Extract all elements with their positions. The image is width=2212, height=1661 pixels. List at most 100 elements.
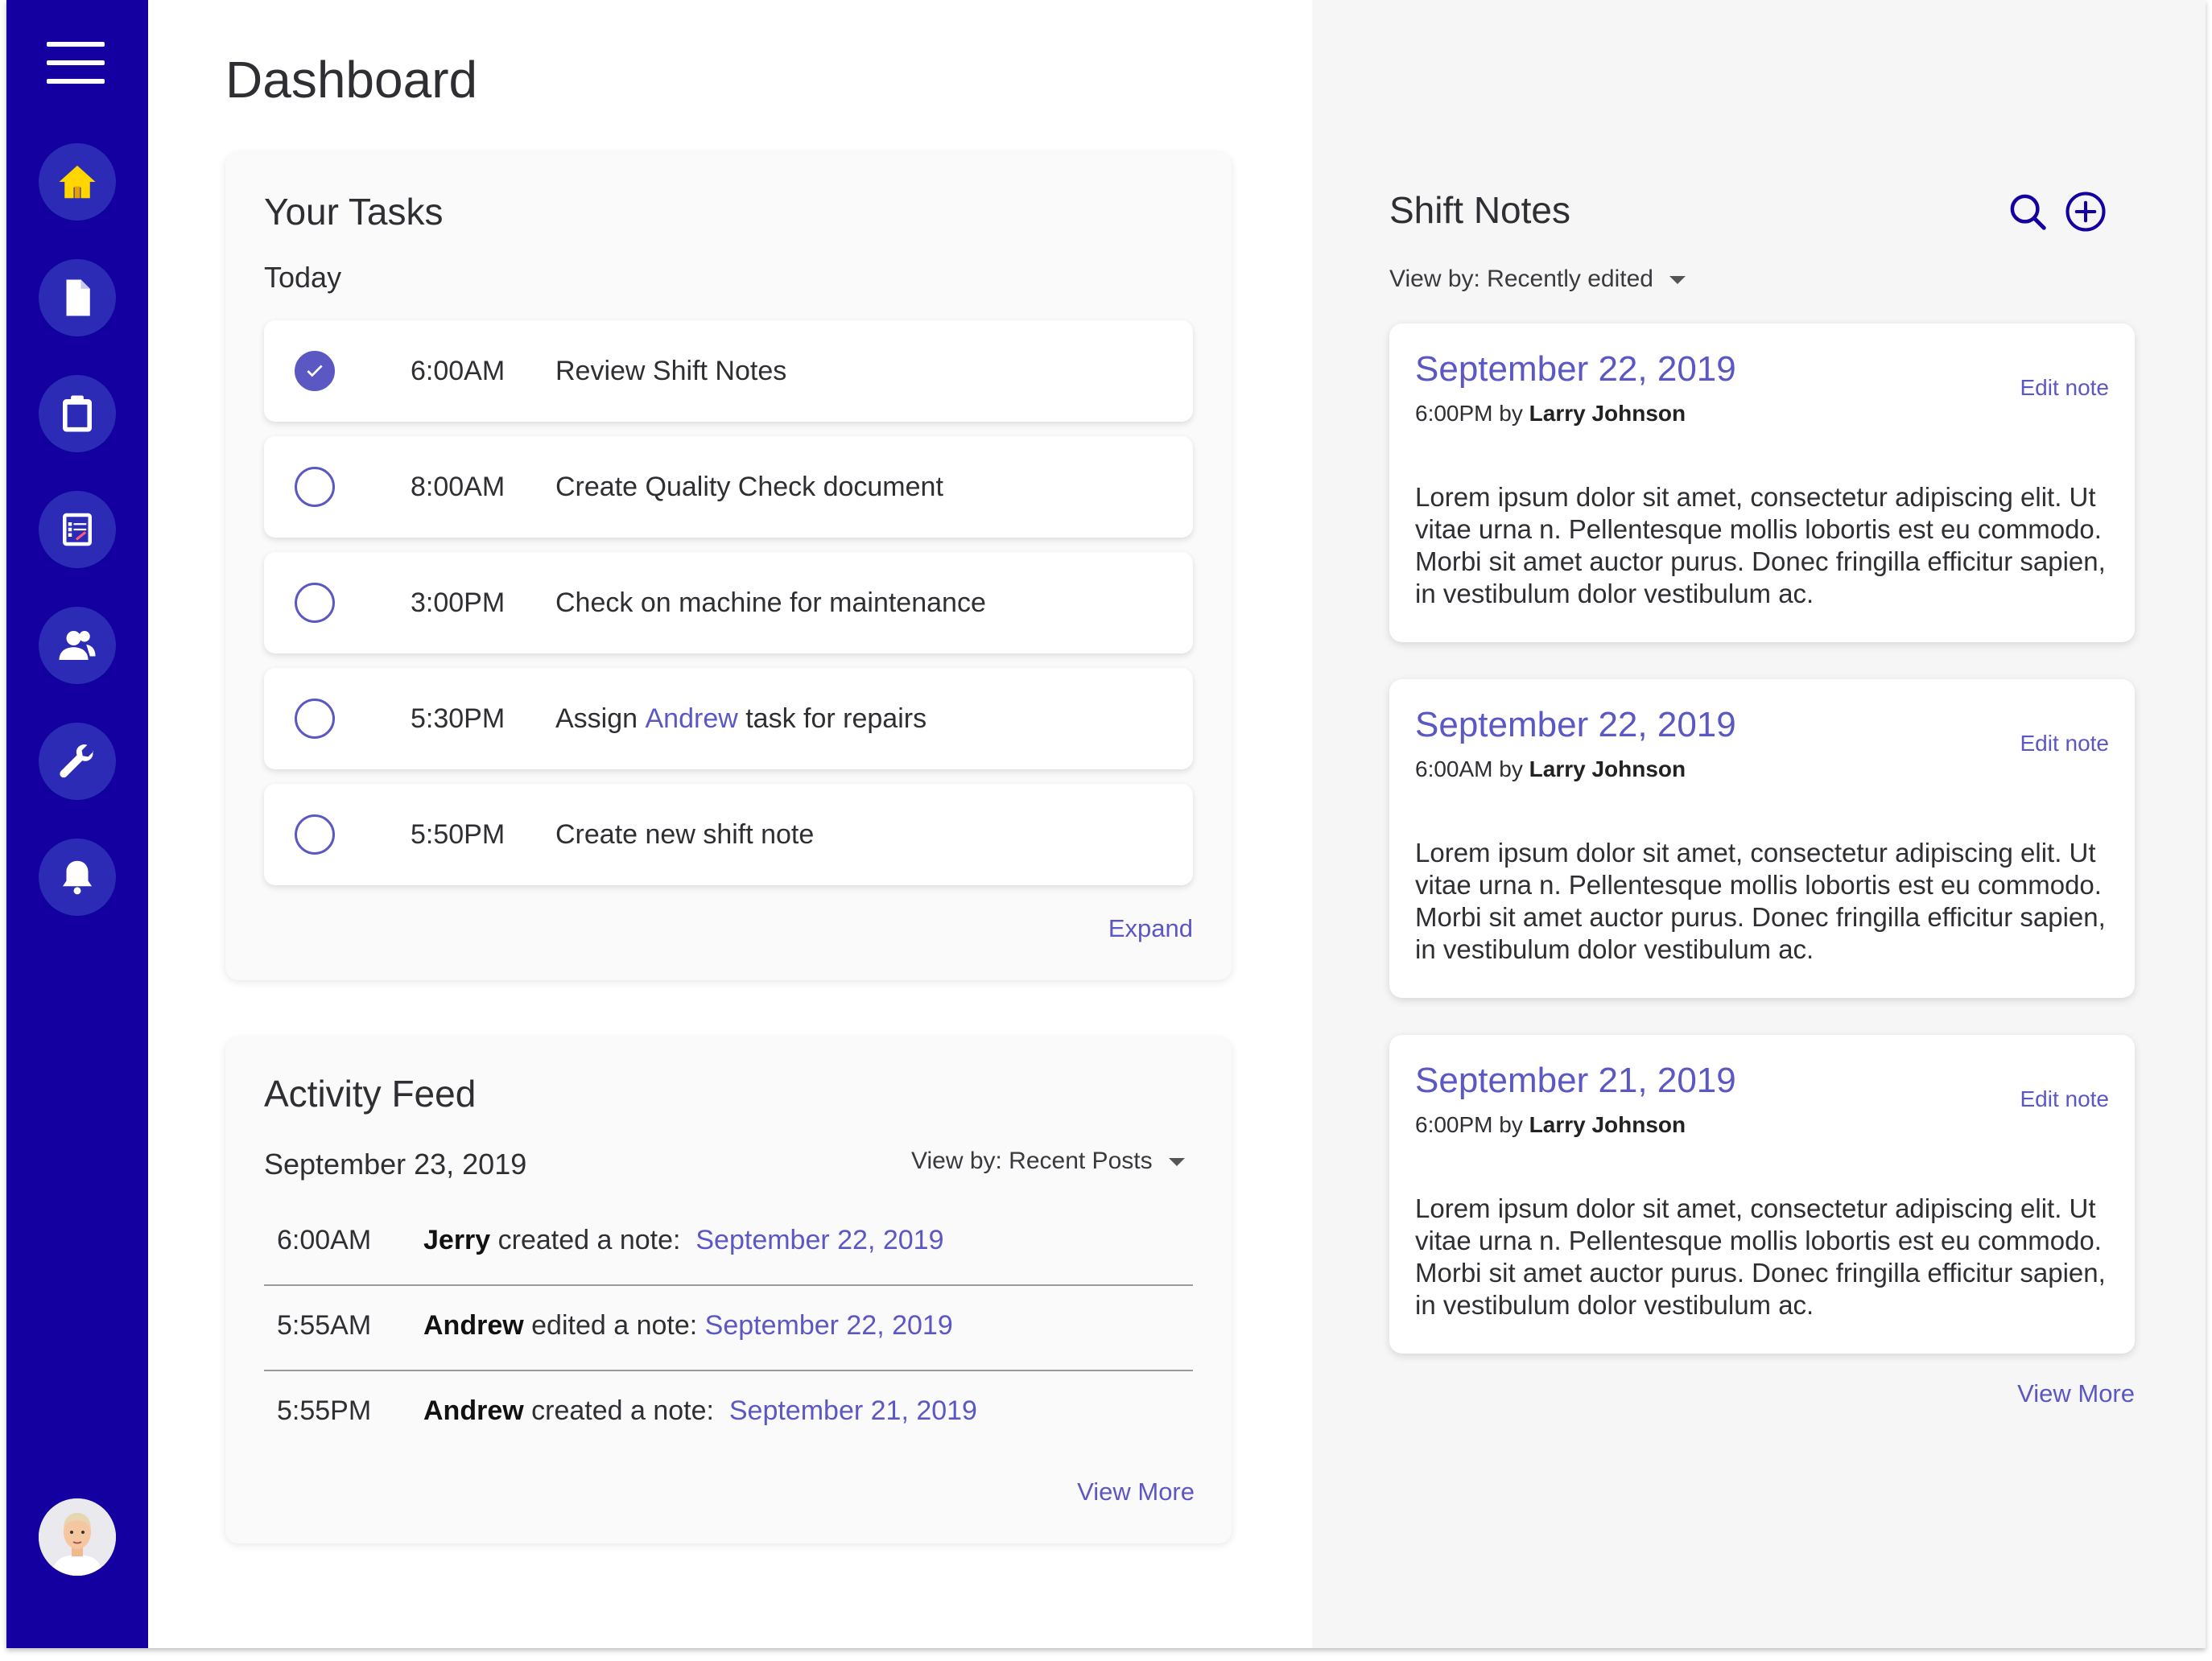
task-time: 3:00PM bbox=[411, 587, 506, 618]
note-body: Lorem ipsum dolor sit amet, consectetur … bbox=[1415, 482, 2106, 608]
edit-note-button[interactable]: Edit note bbox=[2020, 375, 2109, 400]
search-icon[interactable] bbox=[2006, 190, 2049, 233]
expand-tasks-button[interactable]: Expand bbox=[1108, 914, 1193, 942]
sidebar bbox=[6, 0, 148, 1648]
clipboard-icon bbox=[63, 395, 92, 432]
feed-actor[interactable]: Jerry bbox=[423, 1225, 491, 1255]
sidebar-item-clipboard[interactable] bbox=[39, 375, 116, 452]
note-by: by bbox=[1492, 1112, 1529, 1137]
task-label-pre: Assign bbox=[555, 703, 646, 734]
note-time: 6:00PM bbox=[1415, 401, 1493, 426]
task-time: 5:30PM bbox=[411, 703, 506, 734]
feed-note-link[interactable]: September 22, 2019 bbox=[704, 1310, 953, 1341]
task-checkbox[interactable] bbox=[295, 699, 335, 739]
shift-note-card[interactable]: September 22, 2019 Edit note 6:00AM by L… bbox=[1389, 679, 2135, 998]
feed-text: Andrew created a note: September 21, 201… bbox=[423, 1395, 977, 1427]
feed-action: edited a note: bbox=[523, 1310, 705, 1341]
task-time: 5:50PM bbox=[411, 819, 506, 850]
activity-view-by-dropdown[interactable]: View by: Recent Posts bbox=[911, 1148, 1185, 1175]
note-by: by bbox=[1492, 401, 1529, 426]
activity-title: Activity Feed bbox=[264, 1073, 477, 1115]
feed-time: 5:55AM bbox=[277, 1310, 372, 1341]
note-author: Larry Johnson bbox=[1529, 401, 1686, 426]
note-date[interactable]: September 22, 2019 bbox=[1415, 349, 1736, 389]
caret-down-icon bbox=[1669, 276, 1686, 285]
home-icon bbox=[59, 165, 96, 199]
note-time: 6:00PM bbox=[1415, 1112, 1493, 1137]
task-label: Create Quality Check document bbox=[555, 472, 943, 502]
wrench-icon bbox=[60, 744, 94, 778]
task-checkbox[interactable] bbox=[295, 467, 335, 507]
note-author: Larry Johnson bbox=[1529, 756, 1686, 781]
document-icon bbox=[66, 279, 90, 316]
task-checkbox[interactable] bbox=[295, 814, 335, 855]
feed-time: 5:55PM bbox=[277, 1395, 372, 1426]
feed-actor[interactable]: Andrew bbox=[423, 1395, 524, 1426]
feed-row: 5:55AM Andrew edited a note: September 2… bbox=[264, 1286, 1193, 1371]
avatar[interactable] bbox=[39, 1498, 116, 1576]
feed-row: 5:55PM Andrew created a note: September … bbox=[264, 1371, 1193, 1457]
avatar-portrait-icon bbox=[39, 1498, 116, 1576]
task-label: Check on machine for maintenance bbox=[555, 587, 986, 618]
view-by-label: View by: Recently edited bbox=[1389, 266, 1653, 292]
shift-note-card[interactable]: September 21, 2019 Edit note 6:00PM by L… bbox=[1389, 1035, 2135, 1354]
add-note-icon[interactable] bbox=[2064, 190, 2107, 233]
note-meta: 6:00PM by Larry Johnson bbox=[1415, 1112, 1686, 1138]
task-item[interactable]: 5:30PM Assign Andrew task for repairs bbox=[264, 668, 1193, 769]
sidebar-item-maintenance[interactable] bbox=[39, 723, 116, 800]
sidebar-item-documents[interactable] bbox=[39, 259, 116, 336]
shift-notes-title: Shift Notes bbox=[1389, 189, 1570, 231]
note-meta: 6:00AM by Larry Johnson bbox=[1415, 756, 1686, 782]
task-label-post: task for repairs bbox=[737, 703, 927, 734]
shift-note-card[interactable]: September 22, 2019 Edit note 6:00PM by L… bbox=[1389, 324, 2135, 642]
task-label: Review Shift Notes bbox=[555, 356, 787, 386]
sidebar-item-reports[interactable] bbox=[39, 491, 116, 568]
hamburger-menu-icon[interactable] bbox=[47, 42, 105, 87]
task-item[interactable]: 3:00PM Check on machine for maintenance bbox=[264, 552, 1193, 653]
task-label: Create new shift note bbox=[555, 819, 815, 850]
page-title: Dashboard bbox=[225, 51, 478, 109]
edit-note-button[interactable]: Edit note bbox=[2020, 731, 2109, 756]
note-date[interactable]: September 22, 2019 bbox=[1415, 705, 1736, 744]
main-content: Dashboard Your Tasks Today 6:00AM Review… bbox=[148, 0, 1312, 1648]
sidebar-item-notifications[interactable] bbox=[39, 839, 116, 916]
task-item[interactable]: 5:50PM Create new shift note bbox=[264, 784, 1193, 885]
task-item[interactable]: 6:00AM Review Shift Notes bbox=[264, 320, 1193, 422]
notes-view-by-dropdown[interactable]: View by: Recently edited bbox=[1389, 266, 1686, 293]
feed-row: 6:00AM Jerry created a note: September 2… bbox=[264, 1201, 1193, 1286]
feed-note-link[interactable]: September 22, 2019 bbox=[695, 1225, 944, 1255]
task-time: 8:00AM bbox=[411, 472, 506, 502]
edit-note-button[interactable]: Edit note bbox=[2020, 1086, 2109, 1111]
caret-down-icon bbox=[1168, 1158, 1185, 1167]
feed-action: created a note: bbox=[490, 1225, 696, 1255]
feed-text: Andrew edited a note: September 22, 2019 bbox=[423, 1310, 953, 1342]
task-checkbox[interactable] bbox=[295, 351, 335, 391]
feed-time: 6:00AM bbox=[277, 1225, 372, 1255]
feed-action: created a note: bbox=[523, 1395, 729, 1426]
tasks-day-label: Today bbox=[264, 261, 342, 294]
sidebar-item-home[interactable] bbox=[39, 143, 116, 221]
activity-date: September 23, 2019 bbox=[264, 1148, 527, 1181]
task-item[interactable]: 8:00AM Create Quality Check document bbox=[264, 436, 1193, 538]
app-window: Dashboard Your Tasks Today 6:00AM Review… bbox=[6, 0, 2206, 1648]
activity-feed-card: Activity Feed September 23, 2019 View by… bbox=[225, 1038, 1232, 1544]
users-icon bbox=[59, 631, 96, 660]
task-label: Assign Andrew task for repairs bbox=[555, 703, 926, 735]
tasks-title: Your Tasks bbox=[264, 191, 444, 233]
note-date[interactable]: September 21, 2019 bbox=[1415, 1061, 1736, 1100]
notes-view-more-button[interactable]: View More bbox=[2017, 1379, 2135, 1408]
view-by-label: View by: Recent Posts bbox=[911, 1148, 1153, 1174]
note-body: Lorem ipsum dolor sit amet, consectetur … bbox=[1415, 1193, 2106, 1320]
note-time: 6:00AM bbox=[1415, 756, 1493, 781]
tasks-card: Your Tasks Today 6:00AM Review Shift Not… bbox=[225, 153, 1232, 980]
form-icon bbox=[63, 513, 92, 546]
sidebar-item-users[interactable] bbox=[39, 607, 116, 684]
bell-icon bbox=[63, 860, 92, 895]
shift-notes-panel: Shift Notes View by: Recently edited Sep… bbox=[1312, 0, 2206, 1648]
task-time: 6:00AM bbox=[411, 356, 506, 386]
user-link-andrew[interactable]: Andrew bbox=[645, 703, 738, 734]
task-checkbox[interactable] bbox=[295, 583, 335, 623]
activity-view-more-button[interactable]: View More bbox=[1077, 1478, 1195, 1506]
feed-note-link[interactable]: September 21, 2019 bbox=[728, 1395, 977, 1426]
feed-actor[interactable]: Andrew bbox=[423, 1310, 524, 1341]
